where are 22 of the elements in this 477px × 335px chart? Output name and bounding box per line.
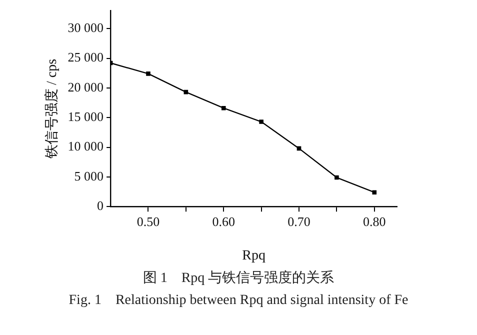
caption: Fig. 1 Relationship between Rpq and signal intensity of Fe [68,292,410,310]
point [296,146,302,151]
point [334,175,339,180]
point [372,190,377,195]
point [184,90,188,94]
y-tick-label: 0 [97,198,104,214]
x-axis-title: Rpq [242,248,266,264]
y-tick-label: 15 000 [68,109,104,124]
point [146,72,150,76]
point [221,106,226,110]
x-tick-label: 0.50 [136,214,160,229]
y-tick-label: 30 000 [68,20,104,36]
caption: 图 1 Rpq 与铁信号强度的关系 [142,269,336,288]
x-tick-label: 0.60 [212,214,235,229]
x-tick-label: 0.70 [288,214,310,229]
y-tick-label: 10 000 [68,138,104,154]
point [259,120,264,124]
y-axis-title: 铁信号强度 / cps [44,58,60,160]
y-tick-label: 5 000 [74,168,104,184]
y-tick-label: 20 000 [68,79,104,94]
y-tick-label: 25 000 [68,50,104,65]
x-tick-label: 0.80 [363,214,386,229]
